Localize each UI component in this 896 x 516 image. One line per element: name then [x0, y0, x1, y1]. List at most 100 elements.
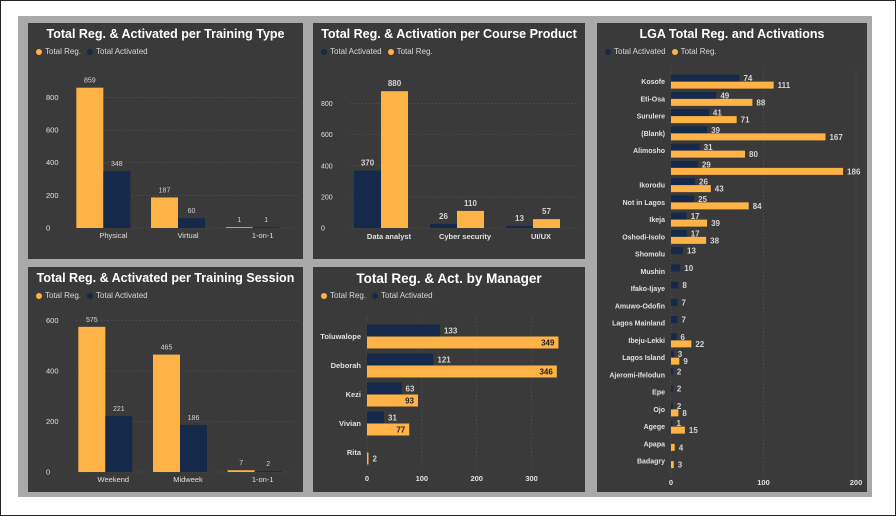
data-label: 17	[691, 212, 700, 221]
data-label: 110	[464, 199, 477, 208]
legend-label: Total Activated	[381, 291, 433, 300]
data-label: 13	[687, 247, 696, 256]
data-label: 186	[188, 415, 200, 422]
legend-item-total-reg: Total Reg.	[36, 291, 81, 300]
bar-total-reg	[151, 197, 178, 228]
chart-legend: Total Activated Total Reg.	[605, 47, 723, 56]
bar-total-activated	[671, 419, 673, 427]
y-tick-label: Rita	[347, 448, 362, 457]
data-label: 2	[677, 385, 682, 394]
data-label: 8	[682, 281, 687, 290]
data-label: 346	[539, 368, 553, 377]
data-label: 465	[161, 345, 173, 352]
legend-item-total-activated: Total Activated	[87, 291, 148, 300]
y-tick-label: Ibeju-Lekki	[628, 338, 665, 345]
bar-total-activated	[506, 225, 533, 228]
bar-total-activated	[354, 170, 381, 228]
y-tick-label: 0	[321, 226, 325, 233]
x-tick-label: Virtual	[177, 231, 198, 240]
data-label: 1	[237, 217, 241, 224]
y-tick-label: 400	[46, 158, 59, 167]
data-label: 575	[86, 317, 98, 324]
bar-total-reg	[671, 409, 679, 417]
data-label: 80	[749, 150, 758, 159]
y-tick-label: Alimosho	[633, 148, 665, 155]
y-tick-label: Toluwalope	[320, 332, 361, 341]
legend-label: Total Activated	[330, 47, 382, 56]
legend-item-total-activated: Total Activated	[372, 291, 433, 300]
bar-total-activated	[671, 350, 674, 358]
bar-total-reg	[671, 167, 844, 175]
y-tick-label: Kezi	[346, 390, 361, 399]
data-label: 93	[405, 397, 414, 406]
bar-total-activated	[671, 212, 687, 220]
bar-total-reg	[533, 219, 560, 228]
chart-plot: 0 200 400 600 800 Physical 859 348 Virtual 187 60 1…	[46, 78, 300, 240]
data-label: 1	[677, 419, 682, 428]
legend-item-total-activated: Total Activated	[321, 47, 382, 56]
bar-total-reg	[227, 470, 255, 472]
legend-swatch	[321, 48, 327, 55]
bar-total-activated	[671, 298, 678, 306]
bar-total-activated	[671, 333, 677, 341]
bar-total-activated	[671, 385, 673, 393]
bar-total-reg	[381, 91, 408, 228]
data-label: 15	[689, 426, 698, 435]
bar-total-reg	[367, 452, 369, 465]
chart-panel-training-session: Total Reg. & Activated per Training Sess…	[28, 267, 303, 492]
data-label: 133	[444, 327, 458, 336]
data-label: 8	[682, 409, 687, 418]
bar-total-activated	[671, 160, 698, 168]
chart-panel-course-product: Total Reg. & Activation per Course Produ…	[313, 23, 585, 259]
y-tick-label: 400	[46, 367, 59, 376]
bar-total-reg	[457, 210, 484, 228]
legend-swatch	[671, 48, 678, 55]
bar-total-reg	[671, 133, 826, 141]
legend-label: Total Activated	[96, 47, 148, 56]
bar-total-reg	[367, 336, 559, 349]
data-label: 39	[711, 126, 720, 135]
y-tick-label: 200	[321, 194, 333, 201]
data-label: 186	[847, 167, 861, 176]
data-label: 9	[683, 357, 688, 366]
data-label: 859	[84, 78, 96, 85]
data-label: 17	[691, 229, 700, 238]
data-label: 2	[266, 461, 270, 468]
bar-total-activated	[103, 171, 131, 228]
data-label: 88	[756, 98, 765, 107]
legend-item-total-activated: Total Activated	[605, 47, 666, 56]
legend-swatch	[87, 48, 94, 55]
chart-plot: 0 200 400 600 800 Data analyst 370 880 Cyber sec…	[321, 79, 579, 241]
chart-title: Total Reg. & Act. by Manager	[356, 271, 542, 286]
data-label: 167	[829, 133, 843, 142]
data-label: 4	[679, 443, 684, 452]
bar-total-activated	[671, 126, 708, 134]
bar-total-activated	[671, 91, 717, 99]
x-tick-label: 100	[416, 474, 429, 483]
y-tick-label: Lagos Mainland	[612, 321, 665, 328]
bar-total-reg	[671, 81, 774, 89]
bar-total-reg	[153, 354, 180, 472]
chart-plot: 0 200 400 600 Weekend 575 221 Midweek 465 186 1-on…	[46, 316, 300, 484]
y-tick-label: Oshodi-Isolo	[622, 234, 665, 241]
bar-total-activated	[367, 324, 440, 337]
legend-swatch	[387, 48, 394, 55]
data-label: 13	[515, 214, 524, 223]
x-tick-label: Midweek	[173, 475, 203, 484]
data-label: 6	[681, 333, 686, 342]
bar-total-reg	[671, 236, 707, 244]
bar-total-reg	[671, 426, 685, 434]
data-label: 25	[698, 195, 707, 204]
data-label: 74	[743, 74, 752, 83]
x-tick-label: UI/UX	[531, 232, 551, 241]
y-tick-label: Badagry	[637, 459, 665, 466]
legend-swatch	[321, 292, 327, 299]
y-tick-label: Deborah	[331, 361, 362, 370]
y-tick-label: 0	[46, 468, 50, 477]
bar-total-reg	[671, 340, 692, 348]
data-label: 77	[396, 426, 405, 435]
bar-total-activated	[671, 402, 673, 410]
bar-total-activated	[367, 411, 385, 424]
data-label: 349	[541, 339, 555, 348]
